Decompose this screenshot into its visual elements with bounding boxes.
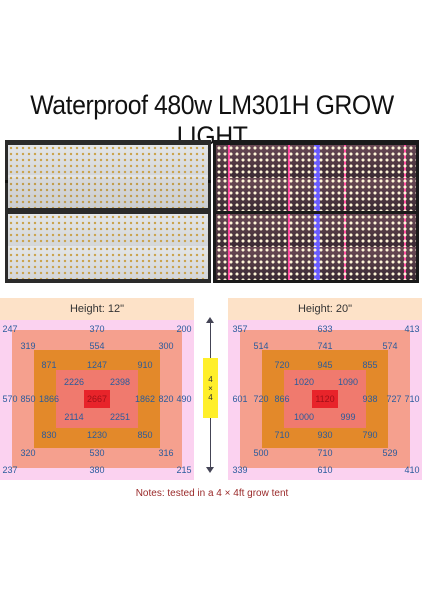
ppfd-value: 830 <box>41 430 57 440</box>
led-strip <box>216 214 416 247</box>
ppfd-value: 866 <box>274 394 290 404</box>
ppfd-value: 574 <box>382 341 398 351</box>
led-strip <box>8 145 208 178</box>
ppfd-value: 720 <box>274 360 290 370</box>
ppfd-value: 1000 <box>293 412 315 422</box>
ppfd-value: 850 <box>20 394 36 404</box>
tent-size-part: × <box>208 383 213 393</box>
ppfd-value: 300 <box>158 341 174 351</box>
map-header: Height: 12" <box>0 298 194 320</box>
ppfd-value: 380 <box>89 465 105 475</box>
ppfd-value: 413 <box>404 324 420 334</box>
tent-size-part: 4 <box>208 392 213 402</box>
ppfd-value: 633 <box>317 324 333 334</box>
ppfd-value: 237 <box>2 465 18 475</box>
ppfd-value: 357 <box>232 324 248 334</box>
ppfd-value: 370 <box>89 324 105 334</box>
notes-text: Notes: tested in a 4 × 4ft grow tent <box>135 488 289 499</box>
ppfd-value: 1020 <box>293 377 315 387</box>
ppfd-value: 727 <box>386 394 402 404</box>
ppfd-value: 710 <box>317 448 333 458</box>
led-strip <box>216 178 416 211</box>
grow-light-photo-off <box>5 140 211 283</box>
led-strip <box>8 246 208 279</box>
ppfd-value: 610 <box>317 465 333 475</box>
ppfd-value: 855 <box>362 360 378 370</box>
tent-size-indicator: 4 × 4 <box>196 298 226 480</box>
ppfd-value: 871 <box>41 360 57 370</box>
ppfd-value: 1862 <box>134 394 156 404</box>
led-strip <box>8 214 208 247</box>
ppfd-value: 514 <box>253 341 269 351</box>
led-strip <box>216 145 416 178</box>
tent-size-label: 4 × 4 <box>203 358 218 418</box>
ppfd-value: 938 <box>362 394 378 404</box>
ppfd-value: 930 <box>317 430 333 440</box>
led-strip <box>216 247 416 280</box>
arrow-down-icon <box>206 467 214 473</box>
map-header: Height: 20" <box>228 298 422 320</box>
ppfd-value: 316 <box>158 448 174 458</box>
grow-light-photo-on <box>213 140 419 283</box>
ppfd-value: 410 <box>404 465 420 475</box>
ppfd-value: 1230 <box>86 430 108 440</box>
ppfd-value: 850 <box>137 430 153 440</box>
ppfd-value: 1247 <box>86 360 108 370</box>
ppfd-map-12in: Height: 12" 247 370 200 570 490 237 380 … <box>0 298 194 480</box>
ppfd-map-20in: Height: 20" 357 633 413 601 710 339 610 … <box>228 298 422 480</box>
page-title: Waterproof 480w LM301H GROW LIGHT <box>30 90 394 151</box>
ppfd-value: 2251 <box>109 412 131 422</box>
ppfd-value: 554 <box>89 341 105 351</box>
ppfd-value: 320 <box>20 448 36 458</box>
ppfd-value: 500 <box>253 448 269 458</box>
ppfd-value: 601 <box>232 394 248 404</box>
ppfd-value: 2398 <box>109 377 131 387</box>
ppfd-value: 319 <box>20 341 36 351</box>
ppfd-value: 490 <box>176 394 192 404</box>
ppfd-value: 999 <box>340 412 356 422</box>
ppfd-value: 215 <box>176 465 192 475</box>
ppfd-value: 200 <box>176 324 192 334</box>
ppfd-value: 339 <box>232 465 248 475</box>
tent-size-part: 4 <box>208 374 213 384</box>
ppfd-value: 741 <box>317 341 333 351</box>
ppfd-value: 710 <box>274 430 290 440</box>
ppfd-value: 1090 <box>337 377 359 387</box>
ppfd-value: 910 <box>137 360 153 370</box>
ppfd-value: 2114 <box>64 412 84 422</box>
ppfd-value: 2226 <box>63 377 85 387</box>
ppfd-value: 720 <box>253 394 269 404</box>
arrow-up-icon <box>206 317 214 323</box>
ppfd-value: 820 <box>158 394 174 404</box>
zone-center <box>312 390 338 408</box>
ppfd-value: 570 <box>2 394 18 404</box>
zone-center <box>84 390 110 408</box>
led-strip <box>8 175 208 208</box>
ppfd-value: 790 <box>362 430 378 440</box>
ppfd-value: 529 <box>382 448 398 458</box>
ppfd-value: 710 <box>404 394 420 404</box>
ppfd-value: 1866 <box>38 394 60 404</box>
ppfd-center-value: 1120 <box>315 394 335 404</box>
ppfd-value: 247 <box>2 324 18 334</box>
ppfd-value: 530 <box>89 448 105 458</box>
ppfd-center-value: 2667 <box>86 394 108 404</box>
ppfd-value: 945 <box>317 360 333 370</box>
